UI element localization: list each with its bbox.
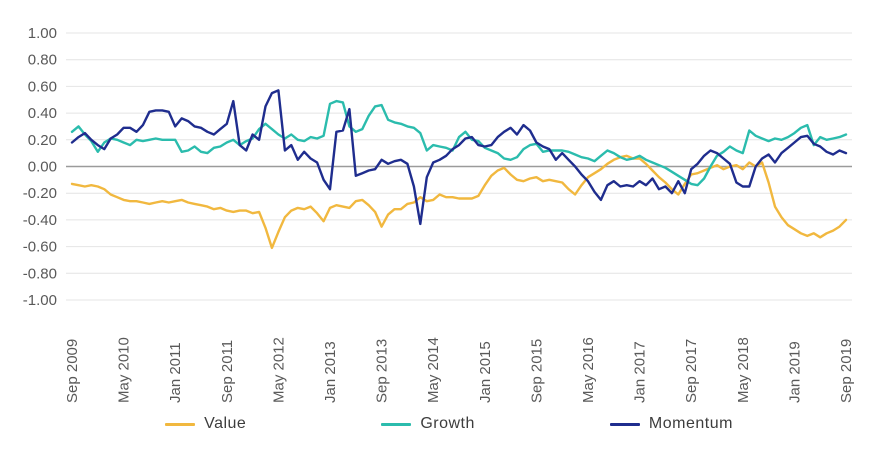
growth-series-line	[70, 99, 848, 187]
x-tick-label: May 2012	[270, 337, 287, 403]
x-tick-label: Sep 2017	[683, 339, 700, 403]
y-tick-label: -0.80	[23, 265, 57, 282]
x-tick-label: May 2010	[116, 337, 133, 403]
momentum-series-line	[70, 89, 848, 226]
chart-legend: Value Growth Momentum	[28, 411, 870, 437]
value-series-swatch	[165, 422, 196, 426]
legend-item-momentum[interactable]: Momentum	[609, 415, 733, 433]
value-series-line	[70, 154, 848, 250]
x-tick-label: Sep 2015	[528, 339, 545, 403]
x-tick-label: Sep 2019	[838, 339, 855, 403]
y-tick-label: -0.40	[23, 212, 57, 229]
legend-item-value[interactable]: Value	[165, 415, 246, 433]
legend-label-value: Value	[204, 415, 247, 432]
legend-label-growth: Growth	[420, 415, 475, 432]
x-tick-label: Jan 2019	[786, 341, 803, 403]
y-tick-label: -1.00	[23, 292, 57, 309]
y-tick-label: 0.40	[28, 105, 57, 122]
y-tick-label: 0.20	[28, 132, 57, 149]
y-tick-label: -0.60	[23, 239, 57, 256]
y-tick-label: 0.60	[28, 78, 57, 95]
chart-plot-area: 1.00 0.80 0.60 0.40 0.20 0.00 -0.20 -0.40 -0.60 -…	[23, 25, 855, 403]
x-tick-label: May 2018	[735, 337, 752, 403]
x-tick-label: May 2014	[425, 337, 442, 403]
y-tick-label: 0.80	[28, 52, 57, 69]
x-tick-label: Sep 2011	[219, 340, 236, 403]
x-tick-label: Jan 2011	[167, 342, 184, 403]
y-tick-label: 1.00	[28, 25, 57, 42]
legend-label-momentum: Momentum	[648, 415, 733, 432]
momentum-series-swatch	[609, 422, 640, 426]
x-tick-label: Jan 2015	[477, 341, 494, 403]
x-tick-label: May 2016	[580, 337, 597, 403]
x-tick-label: Sep 2009	[64, 339, 81, 403]
x-tick-label: Jan 2013	[322, 341, 339, 403]
x-tick-label: Jan 2017	[632, 341, 649, 403]
x-tick-label: Sep 2013	[374, 339, 391, 403]
growth-series-swatch	[381, 422, 412, 426]
y-tick-label: 0.00	[28, 159, 57, 176]
legend-item-growth[interactable]: Growth	[381, 415, 475, 433]
y-tick-label: -0.20	[23, 185, 57, 202]
